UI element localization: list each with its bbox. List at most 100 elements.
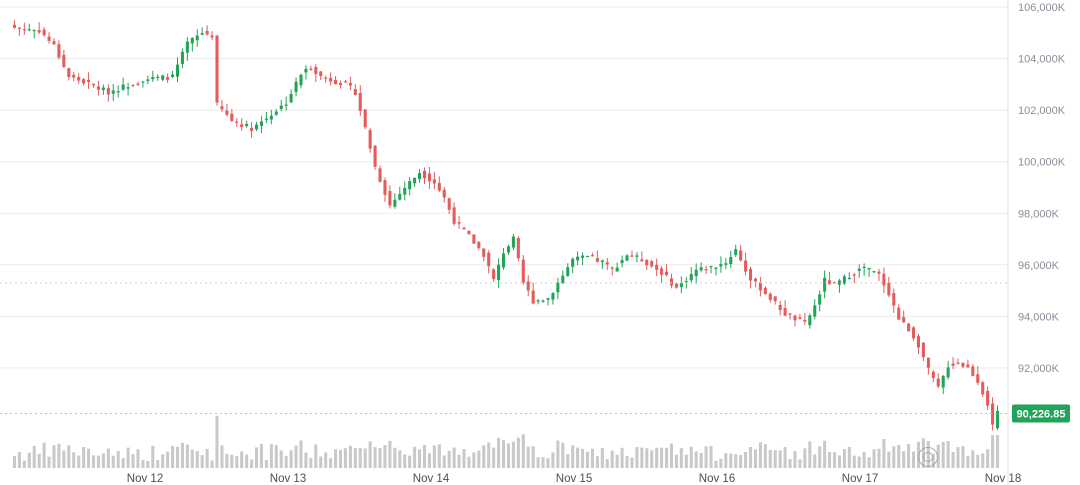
volume-bar — [82, 447, 86, 468]
candle-body — [52, 41, 56, 45]
volume-bar — [200, 455, 204, 468]
volume-bar — [793, 451, 797, 468]
volume-bar — [309, 458, 313, 468]
candle-body — [82, 79, 86, 84]
candle-body — [966, 364, 970, 368]
candle-body — [936, 378, 940, 387]
volume-bar — [689, 446, 693, 468]
candle-body — [576, 256, 580, 261]
candle-body — [561, 275, 565, 283]
candle-body — [245, 124, 249, 127]
volume-bar — [753, 449, 758, 468]
candle-body — [551, 292, 555, 300]
volume-bar — [304, 452, 308, 468]
candle-body — [758, 282, 762, 291]
candle-body — [254, 124, 259, 130]
candle-body — [329, 77, 333, 82]
volume-bar — [837, 455, 841, 468]
volume-bar — [32, 445, 36, 468]
candle-body — [141, 81, 145, 83]
candle-body — [348, 83, 352, 86]
volume-bar — [842, 448, 846, 468]
volume-bar — [161, 454, 165, 468]
volume-bar — [12, 456, 17, 468]
volume-bar — [511, 441, 515, 468]
volume-bar — [403, 454, 407, 468]
volume-bar — [813, 454, 817, 468]
volume-bar — [437, 444, 441, 468]
volume-bar — [205, 448, 209, 468]
candle-body — [62, 55, 66, 67]
candle-body — [976, 374, 980, 383]
candle-body — [645, 259, 649, 266]
candle-body — [566, 267, 570, 277]
candle-body — [136, 83, 140, 85]
volume-bar — [660, 447, 664, 468]
current-price-tag — [1012, 404, 1070, 423]
candle-body — [640, 259, 644, 262]
volume-bar — [329, 458, 333, 468]
candle-body — [91, 83, 96, 86]
candle-body — [378, 168, 382, 182]
y-tick-label: 98,000K — [1018, 208, 1060, 220]
volume-bar — [625, 455, 629, 468]
candle-body — [857, 268, 861, 271]
candle-body — [363, 109, 367, 128]
volume-bar — [674, 454, 678, 468]
candle-body — [763, 287, 767, 294]
volume-bar — [768, 449, 772, 468]
candle-body — [556, 282, 560, 293]
candle-body — [418, 173, 422, 180]
volume-bar — [936, 444, 940, 468]
volume-bar — [348, 445, 352, 468]
volume-bar — [714, 460, 718, 468]
volume-bar — [872, 449, 876, 468]
volume-bar — [17, 452, 21, 468]
volume-bar — [324, 452, 328, 468]
volume-bar — [521, 434, 525, 468]
volume-bar — [254, 447, 259, 468]
volume-bar — [650, 450, 654, 468]
volume-bar — [492, 447, 496, 468]
volume-bar — [413, 446, 417, 468]
volume-bar — [956, 447, 960, 468]
volume-bar — [847, 446, 851, 468]
volume-bar — [319, 456, 323, 468]
volume-bar — [561, 442, 565, 468]
candle-body — [793, 315, 797, 321]
candle-body — [452, 207, 456, 224]
candle-body — [590, 255, 594, 257]
candle-body — [235, 121, 239, 123]
candle-body — [230, 113, 234, 121]
volume-bar — [571, 445, 575, 468]
candle-body — [650, 261, 654, 267]
volume-bar — [131, 454, 135, 468]
current-price-label: 90,226.85 — [1017, 409, 1066, 421]
volume-bar — [388, 440, 392, 468]
volume-bar — [832, 452, 837, 468]
candle-body — [625, 255, 629, 261]
volume-bar — [250, 459, 254, 468]
volume-bar — [235, 456, 239, 468]
candle-body — [334, 79, 338, 85]
volume-bar — [620, 447, 624, 468]
volume-bar — [748, 446, 753, 468]
volume-bar — [497, 437, 501, 468]
candle-body — [744, 260, 748, 272]
volume-bar — [393, 447, 397, 468]
volume-bar — [467, 456, 471, 468]
candle-body — [788, 313, 792, 315]
candle-body — [289, 93, 293, 103]
volume-bar — [991, 435, 995, 468]
volume-bar — [536, 457, 540, 468]
candle-body — [798, 317, 802, 319]
volume-bar — [245, 454, 249, 468]
candle-body — [437, 182, 441, 191]
volume-bar — [684, 454, 688, 468]
candle-body — [581, 255, 585, 258]
volume-bar — [581, 448, 585, 468]
candle-body — [669, 278, 674, 286]
candle-body — [190, 37, 194, 44]
volume-bar — [141, 459, 145, 468]
